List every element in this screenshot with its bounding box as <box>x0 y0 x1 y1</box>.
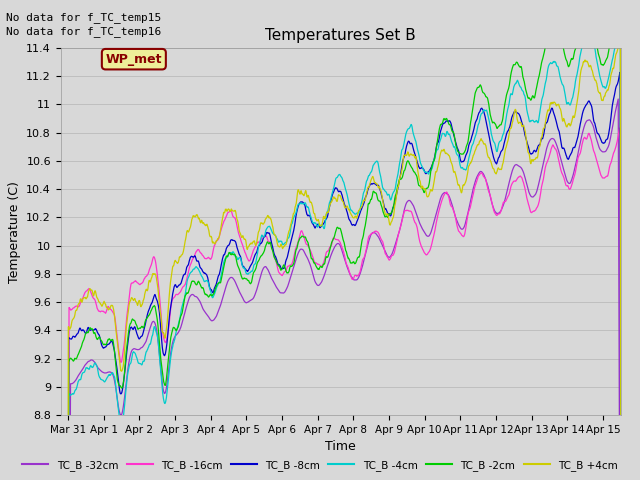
Line: TC_B -8cm: TC_B -8cm <box>68 72 621 480</box>
TC_B -2cm <box>320 262 328 267</box>
TC_B -32cm <box>299 247 307 252</box>
TC_B -4cm <box>320 226 328 231</box>
TC_B +4cm <box>320 214 328 219</box>
TC_B -16cm <box>129 280 137 286</box>
Title: Temperatures Set B: Temperatures Set B <box>266 28 416 43</box>
TC_B -2cm <box>617 401 625 407</box>
TC_B +4cm <box>107 303 115 309</box>
TC_B -2cm <box>129 317 137 323</box>
TC_B +4cm <box>310 211 318 216</box>
TC_B -2cm <box>310 260 318 266</box>
TC_B -4cm <box>617 430 625 435</box>
Y-axis label: Temperature (C): Temperature (C) <box>8 180 20 283</box>
TC_B -8cm <box>129 326 137 332</box>
TC_B -4cm <box>379 184 387 190</box>
TC_B +4cm <box>299 191 307 197</box>
TC_B -8cm <box>310 223 318 229</box>
Text: No data for f_TC_temp15: No data for f_TC_temp15 <box>6 12 162 23</box>
TC_B -32cm <box>320 274 328 279</box>
TC_B -32cm <box>310 276 318 281</box>
TC_B -32cm <box>614 96 622 102</box>
TC_B -16cm <box>107 306 115 312</box>
Legend: TC_B -32cm, TC_B -16cm, TC_B -8cm, TC_B -4cm, TC_B -2cm, TC_B +4cm: TC_B -32cm, TC_B -16cm, TC_B -8cm, TC_B … <box>18 456 622 475</box>
TC_B -8cm <box>299 199 307 205</box>
TC_B -16cm <box>379 239 387 244</box>
Line: TC_B +4cm: TC_B +4cm <box>68 36 621 480</box>
TC_B -8cm <box>379 196 387 202</box>
Line: TC_B -32cm: TC_B -32cm <box>68 99 621 480</box>
TC_B -4cm <box>299 201 307 206</box>
TC_B -32cm <box>379 243 387 249</box>
Line: TC_B -16cm: TC_B -16cm <box>68 128 621 480</box>
TC_B -16cm <box>320 259 328 264</box>
TC_B -8cm <box>616 70 624 75</box>
TC_B -32cm <box>107 369 115 375</box>
TC_B -2cm <box>107 338 115 344</box>
TC_B -16cm <box>616 125 624 131</box>
Text: No data for f_TC_temp16: No data for f_TC_temp16 <box>6 26 162 37</box>
TC_B +4cm <box>379 197 387 203</box>
TC_B -4cm <box>616 22 624 28</box>
TC_B -8cm <box>320 220 328 226</box>
TC_B +4cm <box>616 33 624 38</box>
TC_B -4cm <box>129 349 137 355</box>
Text: WP_met: WP_met <box>106 53 162 66</box>
Line: TC_B -4cm: TC_B -4cm <box>68 25 621 480</box>
TC_B -16cm <box>299 229 307 235</box>
Line: TC_B -2cm: TC_B -2cm <box>68 0 621 480</box>
TC_B +4cm <box>129 297 137 303</box>
TC_B -4cm <box>310 220 318 226</box>
TC_B -32cm <box>129 346 137 352</box>
TC_B -16cm <box>310 258 318 264</box>
TC_B -2cm <box>379 207 387 213</box>
TC_B -2cm <box>299 233 307 239</box>
TC_B -8cm <box>107 339 115 345</box>
X-axis label: Time: Time <box>325 441 356 454</box>
TC_B -4cm <box>107 372 115 378</box>
